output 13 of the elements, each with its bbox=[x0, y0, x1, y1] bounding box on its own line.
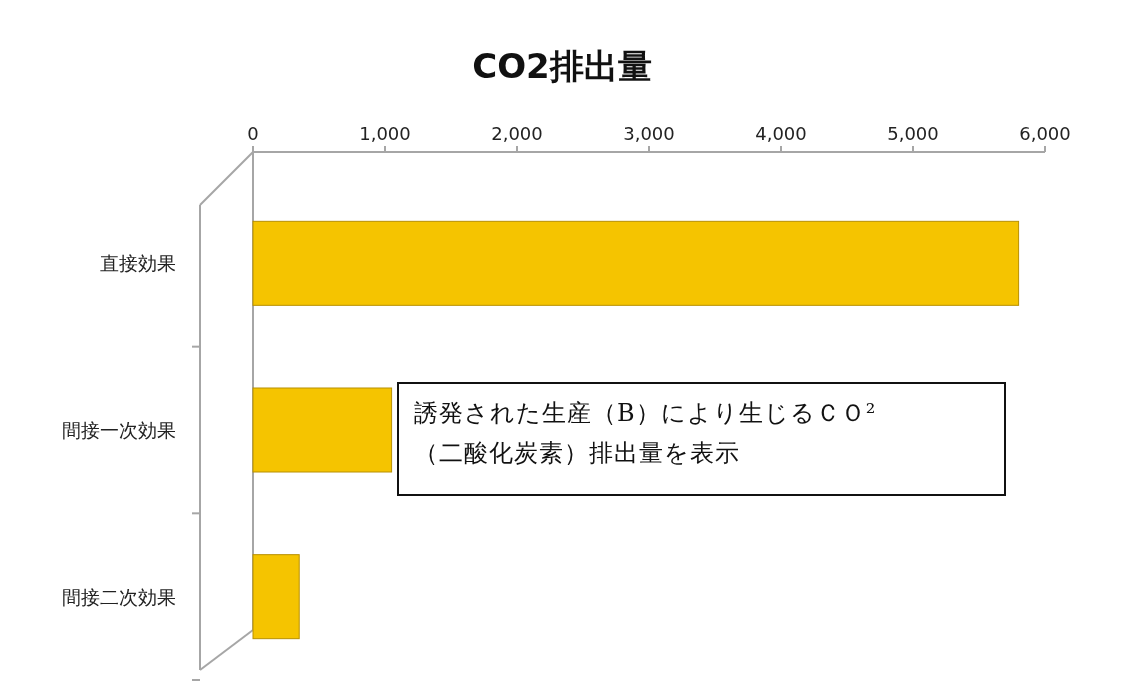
x-tick-label: 6,000 bbox=[1019, 123, 1071, 144]
x-tick-label: 4,000 bbox=[755, 123, 807, 144]
annotation-box: 誘発された生産（B）により生じるＣＯ² （二酸化炭素）排出量を表示 bbox=[397, 382, 1006, 496]
chart-title: CO2排出量 bbox=[472, 46, 652, 86]
x-tick-label: 0 bbox=[247, 123, 259, 144]
y-tick-label: 間接二次効果 bbox=[62, 585, 176, 608]
x-tick-label: 3,000 bbox=[623, 123, 675, 144]
y-tick-label: 直接効果 bbox=[100, 252, 176, 275]
x-tick-label: 2,000 bbox=[491, 123, 543, 144]
x-tick-label: 1,000 bbox=[359, 123, 411, 144]
x-tick-label: 5,000 bbox=[887, 123, 939, 144]
y-tick-label: 間接一次効果 bbox=[62, 419, 176, 441]
annotation: 誘発された生産（B）により生じるＣＯ² （二酸化炭素）排出量を表示 bbox=[414, 399, 877, 467]
